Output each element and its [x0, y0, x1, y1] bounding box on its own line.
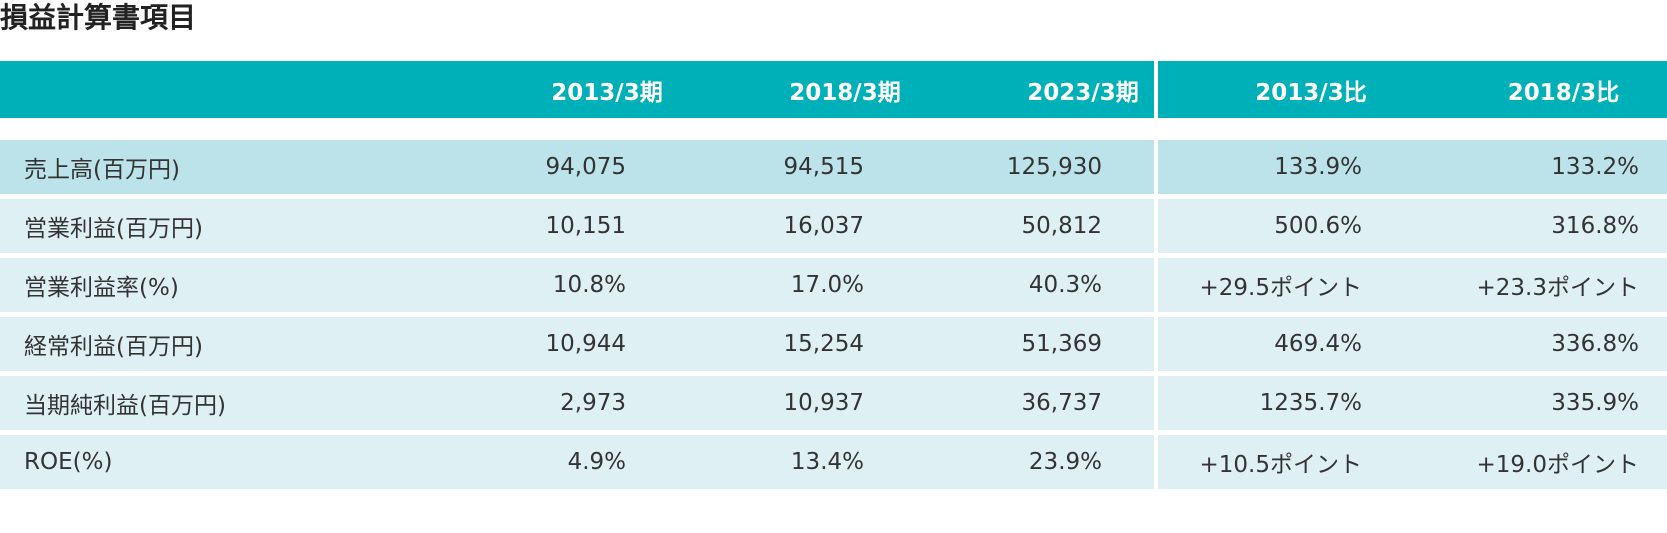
- row-label-ordinary-income: 経常利益(百万円): [0, 317, 440, 376]
- table-cell: +10.5ポイント: [1158, 435, 1412, 494]
- column-separator: [1154, 199, 1158, 258]
- column-separator: [1154, 435, 1158, 494]
- table-cell: 16,037: [678, 199, 916, 258]
- table-cell: +29.5ポイント: [1158, 258, 1412, 317]
- row-label-net-income: 当期純利益(百万円): [0, 376, 440, 435]
- table-cell: 10.8%: [440, 258, 678, 317]
- table-cell: 500.6%: [1158, 199, 1412, 258]
- row-label-net-sales: 売上高(百万円): [0, 140, 440, 199]
- row-label-operating-income: 営業利益(百万円): [0, 199, 440, 258]
- table-cell: 316.8%: [1412, 199, 1667, 258]
- table-cell: 40.3%: [916, 258, 1154, 317]
- table-cell: 17.0%: [678, 258, 916, 317]
- table-cell: 133.9%: [1158, 140, 1412, 199]
- column-separator: [1154, 376, 1158, 435]
- table-cell: 125,930: [916, 140, 1154, 199]
- table-cell: 336.8%: [1412, 317, 1667, 376]
- page-title: 損益計算書項目: [0, 1, 197, 34]
- row-label-operating-margin: 営業利益率(%): [0, 258, 440, 317]
- column-separator: [1154, 140, 1158, 199]
- table-cell: 335.9%: [1412, 376, 1667, 435]
- table-cell: 23.9%: [916, 435, 1154, 494]
- table-cell: 13.4%: [678, 435, 916, 494]
- table-cell: 469.4%: [1158, 317, 1412, 376]
- row-label-roe: ROE(%): [0, 435, 440, 494]
- header-gap: [0, 118, 1667, 140]
- header-label-cell: [0, 61, 440, 118]
- header-2018-3: 2018/3期: [678, 61, 916, 118]
- table-cell: 51,369: [916, 317, 1154, 376]
- table-cell: 4.9%: [440, 435, 678, 494]
- table-cell: 94,075: [440, 140, 678, 199]
- table-cell: +19.0ポイント: [1412, 435, 1667, 494]
- table-cell: 1235.7%: [1158, 376, 1412, 435]
- table-cell: 36,737: [916, 376, 1154, 435]
- table-cell: 50,812: [916, 199, 1154, 258]
- table-cell: 2,973: [440, 376, 678, 435]
- table-cell: +23.3ポイント: [1412, 258, 1667, 317]
- header-vs-2018-3: 2018/3比: [1412, 61, 1667, 118]
- table-cell: 94,515: [678, 140, 916, 199]
- table-cell: 10,151: [440, 199, 678, 258]
- income-statement-table: 2013/3期 2018/3期 2023/3期 2013/3比 2018/3比 …: [0, 61, 1667, 494]
- table-cell: 10,944: [440, 317, 678, 376]
- column-separator: [1154, 317, 1158, 376]
- column-separator: [1154, 258, 1158, 317]
- table-cell: 10,937: [678, 376, 916, 435]
- column-separator: [1154, 61, 1158, 118]
- header-2023-3: 2023/3期: [916, 61, 1154, 118]
- header-vs-2013-3: 2013/3比: [1158, 61, 1412, 118]
- table-cell: 133.2%: [1412, 140, 1667, 199]
- header-2013-3: 2013/3期: [440, 61, 678, 118]
- table-cell: 15,254: [678, 317, 916, 376]
